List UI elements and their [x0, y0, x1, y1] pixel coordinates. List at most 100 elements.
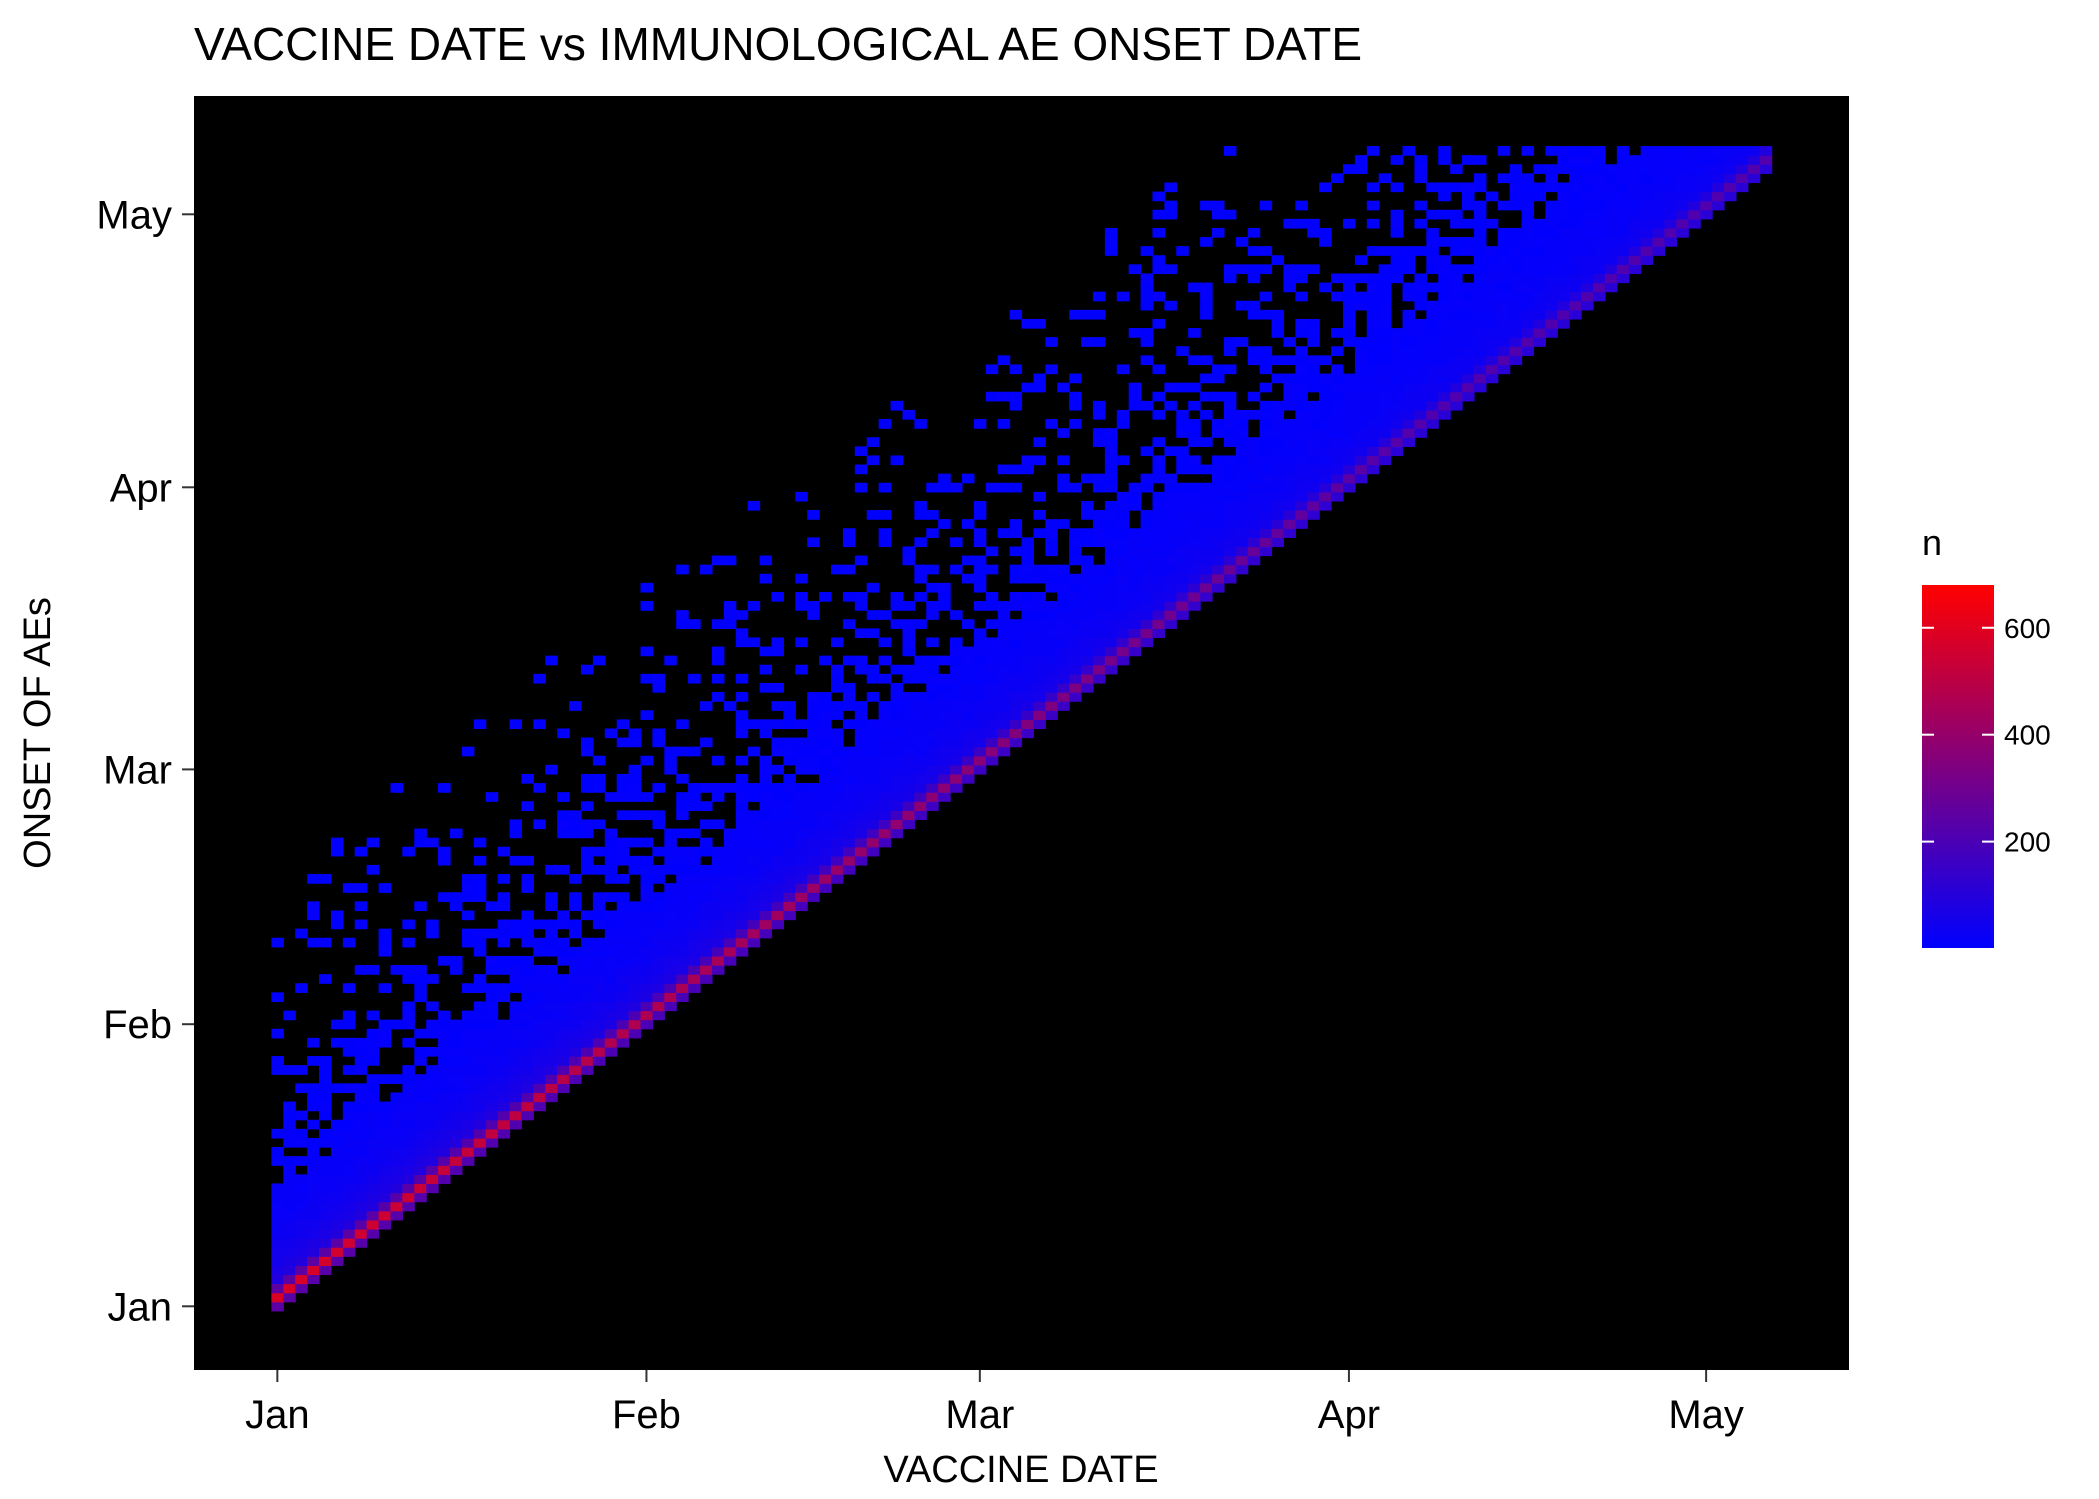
heatmap-cell: [1283, 500, 1296, 511]
heatmap-cell: [1688, 155, 1701, 165]
heatmap-cell: [461, 937, 475, 948]
heatmap-cell: [414, 1174, 427, 1185]
heatmap-cell: [1354, 455, 1368, 466]
heatmap-cell: [1628, 264, 1642, 275]
heatmap-cell: [1390, 373, 1404, 384]
heatmap-cell: [378, 1156, 392, 1166]
heatmap-cell: [319, 937, 332, 948]
heatmap-cell: [1176, 564, 1189, 575]
heatmap-cell: [438, 1165, 451, 1175]
heatmap-cell: [795, 801, 808, 811]
heatmap-cell: [1212, 555, 1225, 566]
heatmap-cell: [354, 965, 368, 975]
heatmap-cell: [878, 801, 892, 811]
heatmap-cell: [307, 1219, 320, 1230]
heatmap-cell: [545, 864, 558, 875]
heatmap-cell: [438, 1074, 451, 1084]
heatmap-cell: [807, 701, 820, 711]
heatmap-cell: [354, 1128, 368, 1139]
heatmap-cell: [831, 792, 844, 802]
heatmap-cell: [1295, 455, 1308, 466]
heatmap-cell: [735, 946, 749, 957]
heatmap-cell: [1319, 282, 1332, 293]
heatmap-cell: [1271, 455, 1285, 466]
y-tick-label: Jan: [108, 1285, 173, 1329]
heatmap-cell: [1509, 237, 1523, 247]
heatmap-cell: [1045, 637, 1058, 648]
heatmap-cell: [640, 955, 653, 966]
heatmap-cell: [831, 828, 844, 839]
heatmap-cell: [390, 1092, 403, 1103]
heatmap-cell: [616, 901, 630, 912]
heatmap-cell: [426, 1101, 439, 1112]
heatmap-cell: [426, 1183, 439, 1194]
heatmap-cell: [1188, 537, 1201, 548]
heatmap-cell: [807, 801, 820, 811]
heatmap-cell: [497, 1074, 511, 1084]
heatmap-cell: [950, 682, 963, 693]
heatmap-cell: [973, 555, 987, 566]
heatmap-cell: [1057, 564, 1070, 575]
heatmap-cell: [283, 1110, 296, 1121]
heatmap-cell: [961, 682, 975, 693]
heatmap-cell: [926, 528, 939, 538]
heatmap-cell: [854, 601, 868, 611]
heatmap-cell: [1164, 491, 1177, 502]
heatmap-cell: [1081, 591, 1094, 602]
heatmap-cell: [473, 983, 487, 993]
heatmap-cell: [533, 946, 546, 957]
heatmap-cell: [842, 619, 856, 629]
heatmap-cell: [592, 846, 606, 857]
heatmap-cell: [902, 673, 915, 684]
heatmap-cell: [497, 965, 511, 975]
heatmap-cell: [926, 610, 939, 620]
heatmap-cell: [366, 1092, 380, 1103]
heatmap-cell: [1152, 264, 1165, 275]
heatmap-cell: [997, 692, 1011, 702]
heatmap-cell: [747, 746, 761, 757]
heatmap-cell: [1593, 173, 1606, 184]
heatmap-cell: [723, 928, 737, 939]
heatmap-cell: [342, 1147, 356, 1157]
heatmap-cell: [1533, 318, 1546, 329]
heatmap-cell: [366, 1156, 380, 1166]
heatmap-cell: [1176, 346, 1189, 356]
heatmap-cell: [1283, 510, 1296, 520]
heatmap-cell: [1152, 619, 1165, 629]
heatmap-cell: [1450, 346, 1463, 356]
heatmap-cell: [1057, 619, 1070, 629]
heatmap-cell: [295, 1238, 308, 1248]
heatmap-cell: [1438, 337, 1451, 347]
heatmap-cell: [1021, 673, 1035, 684]
heatmap-cell: [1616, 255, 1630, 265]
heatmap-cell: [580, 864, 594, 875]
heatmap-cell: [485, 1037, 499, 1048]
heatmap-cell: [354, 1219, 368, 1230]
heatmap-cell: [521, 1010, 534, 1021]
heatmap-cell: [1271, 510, 1285, 520]
heatmap-cell: [1235, 528, 1249, 538]
heatmap-cell: [414, 1092, 427, 1103]
heatmap-cell: [1426, 382, 1439, 393]
heatmap-cell: [1509, 227, 1523, 238]
heatmap-cell: [1200, 491, 1213, 502]
heatmap-cell: [866, 728, 880, 739]
heatmap-cell: [735, 719, 749, 730]
heatmap-cell: [1009, 664, 1023, 675]
heatmap-cell: [831, 701, 844, 711]
heatmap-cell: [497, 1037, 511, 1048]
heatmap-cell: [819, 783, 832, 793]
heatmap-cell: [485, 1056, 499, 1066]
heatmap-cell: [1140, 300, 1154, 311]
heatmap-cell: [1081, 473, 1094, 484]
heatmap-cell: [1069, 646, 1082, 657]
heatmap-cell: [1200, 510, 1213, 520]
heatmap-cell: [1342, 300, 1356, 311]
heatmap-cell: [1485, 364, 1499, 375]
heatmap-cell: [771, 801, 784, 811]
heatmap-cell: [449, 1128, 463, 1139]
heatmap-cell: [1092, 400, 1106, 411]
heatmap-cell: [711, 937, 725, 948]
heatmap-cell: [640, 1019, 653, 1030]
